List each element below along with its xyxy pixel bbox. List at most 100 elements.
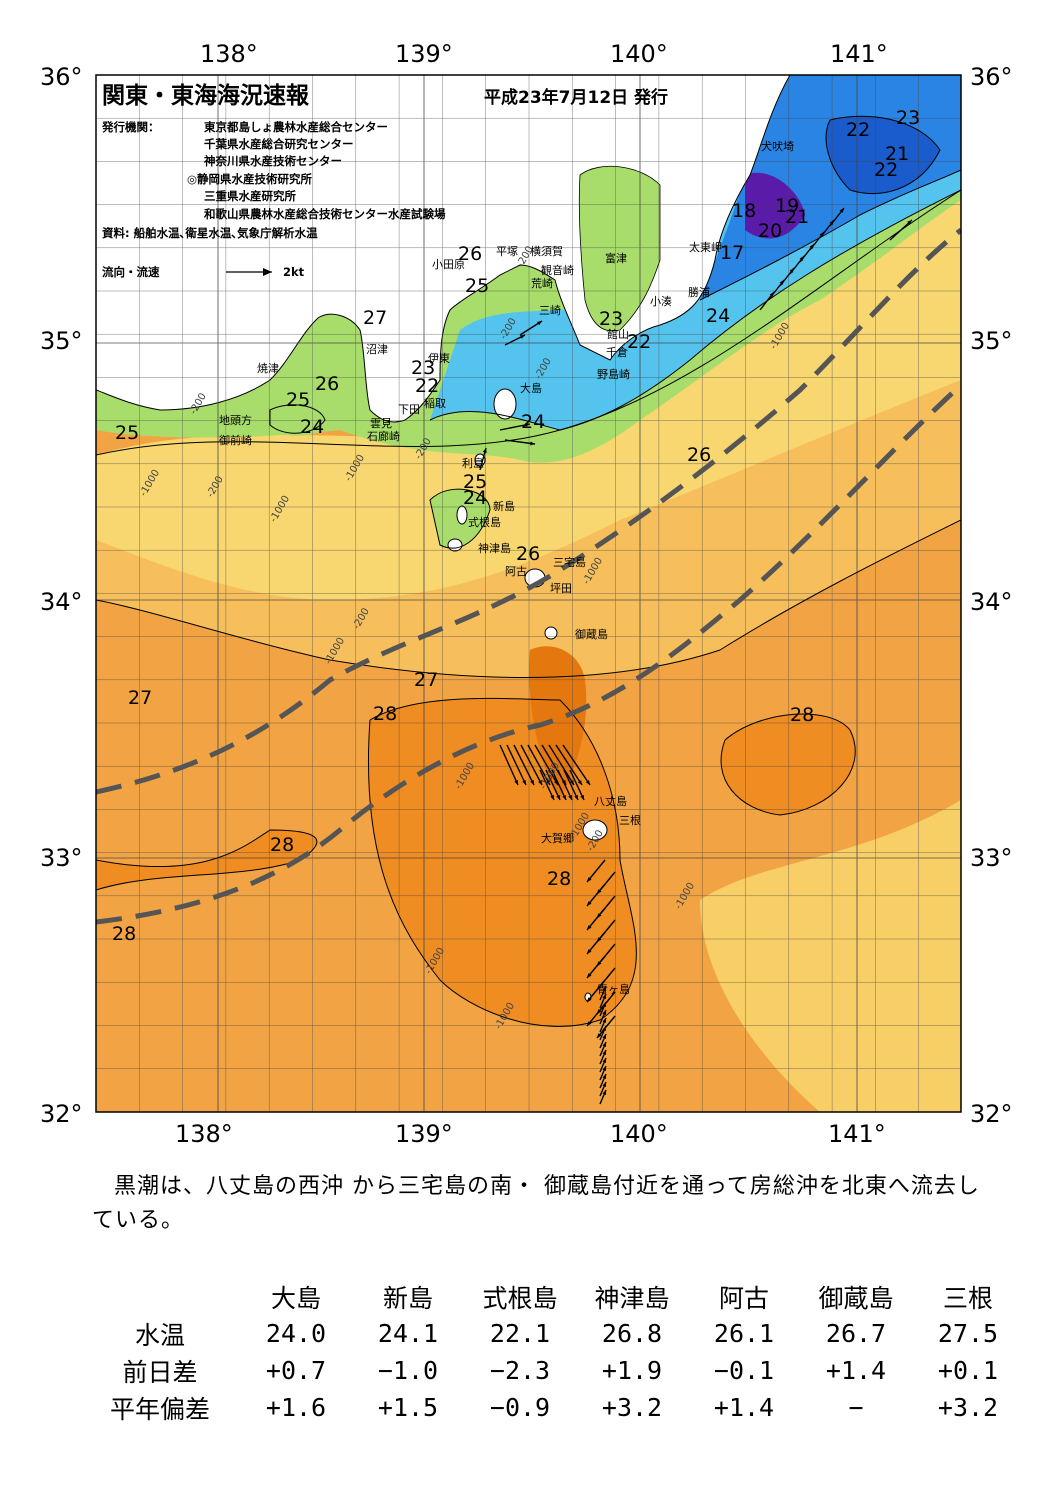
place-name: 御蔵島 — [575, 627, 608, 641]
cell: +1.4 — [713, 1393, 775, 1422]
current-arrowhead — [587, 925, 592, 930]
current-arrowhead — [602, 1010, 606, 1015]
place-name: 阿古 — [505, 565, 527, 578]
cell: +3.2 — [601, 1393, 663, 1422]
stats-header-row: 大島 新島 式根島 神津島 阿古 御蔵島 三根 — [80, 1278, 1024, 1315]
current-arrow — [504, 439, 536, 445]
contour-label: 27 — [128, 687, 152, 709]
contour-label: 17 — [720, 242, 744, 264]
place-name: 小湊 — [650, 294, 672, 308]
place-name: 坪田 — [550, 582, 572, 595]
contour-label: 26 — [516, 543, 540, 565]
data-sources: 資料: 船舶水温､衛星水温､気象庁解析水温 — [102, 226, 318, 240]
place-name: 稲取 — [424, 397, 446, 410]
current-arrow — [506, 744, 527, 786]
current-arrowhead — [587, 877, 592, 882]
lat-label-34-left: 34° — [40, 588, 83, 616]
station-shikinejima: 式根島 — [482, 1283, 558, 1313]
current-arrowhead — [550, 795, 554, 800]
lat-label-33-left: 33° — [40, 844, 83, 872]
lat-label-33-right: 33° — [970, 844, 1013, 872]
place-name: 三宅島 — [553, 555, 586, 569]
current-arrowhead — [597, 1033, 602, 1038]
current-arrow — [534, 744, 559, 786]
cell: +0.1 — [937, 1356, 999, 1385]
place-name: 小田原 — [432, 258, 465, 271]
current-arrow — [557, 769, 573, 801]
current-scale-arrowhead — [263, 268, 272, 276]
niijima-island — [456, 505, 468, 525]
isotherm-24 — [429, 189, 961, 431]
publisher-4: 三重県水産研究所 — [204, 189, 296, 203]
bulletin-title: 関東・東海海況速報 — [102, 82, 310, 109]
isotherm-24-izu — [429, 488, 491, 549]
contour-label: 19 — [775, 195, 799, 217]
kozushima-island — [447, 538, 463, 552]
contour-label: 28 — [547, 868, 571, 890]
current-arrow — [586, 883, 606, 907]
lon-label-141-bottom: 141° — [828, 1120, 886, 1148]
contour-label: 26 — [687, 444, 711, 466]
contour-label: 20 — [758, 220, 782, 242]
publisher-0: 東京都島しょ農林水産総合センター — [204, 120, 388, 134]
stats-corner — [80, 1278, 240, 1315]
current-arrow — [586, 907, 606, 931]
current-arrowhead — [602, 1042, 606, 1047]
place-name: 荒崎 — [531, 276, 553, 290]
contour-label: 24 — [706, 305, 730, 327]
publisher-2: 神奈川県水産技術センター — [204, 154, 342, 168]
publisher-label: 発行機関： — [101, 120, 160, 134]
current-arrowhead — [587, 1021, 592, 1026]
place-name: 地頭方 — [219, 413, 252, 427]
contour-label: 22 — [846, 119, 870, 141]
place-name: 三根 — [619, 813, 641, 827]
lon-label-139-top: 139° — [395, 40, 453, 68]
contour-label: 24 — [300, 416, 324, 438]
current-arrow — [569, 769, 585, 801]
honshu-coast — [96, 75, 791, 423]
contour-label: 28 — [270, 834, 294, 856]
current-arrowhead — [602, 1074, 606, 1079]
latitude-labels-right: 36° 35° 34° 33° 32° — [970, 63, 1013, 1128]
contour-label: 25 — [115, 422, 139, 444]
place-name: 焼津 — [257, 362, 279, 375]
issue-date: 平成23年7月12日 発行 — [484, 87, 668, 108]
lon-label-138-bottom: 138° — [175, 1120, 233, 1148]
station-mikurajima: 御蔵島 — [818, 1283, 894, 1313]
stats-row-normal-anomaly: 平年偏差 +1.6 +1.5 −0.9 +3.2 +1.4 − +3.2 — [80, 1389, 1024, 1426]
publisher-3: ◎静岡県水産技術研究所 — [187, 172, 313, 186]
contour-label: 25 — [286, 389, 310, 411]
contour-label: 22 — [627, 331, 651, 353]
current-arrowhead — [520, 335, 525, 339]
contour-label: 27 — [414, 669, 438, 691]
current-arrow — [562, 744, 591, 786]
latitude-labels-left: 36° 35° 34° 33° 32° — [40, 63, 83, 1128]
current-arrow — [586, 955, 606, 979]
current-arrow — [563, 769, 579, 801]
current-vectors — [479, 207, 913, 1105]
lon-label-140-bottom: 140° — [610, 1120, 668, 1148]
cell: 24.1 — [377, 1319, 439, 1348]
current-arrow — [499, 423, 531, 431]
place-name: 沼津 — [366, 342, 388, 356]
current-arrow — [586, 859, 606, 883]
isotherm-lines — [96, 115, 961, 1027]
cell: +1.9 — [601, 1356, 663, 1385]
isotherm-27 — [96, 519, 961, 678]
contour-label: 23 — [896, 107, 920, 129]
contour-label: 28 — [790, 704, 814, 726]
cell: +1.6 — [265, 1393, 327, 1422]
place-name: 式根島 — [468, 515, 501, 529]
place-name: 三崎 — [539, 303, 561, 317]
current-arrowhead — [587, 901, 592, 906]
cell: +1.4 — [825, 1356, 887, 1385]
lat-label-32-left: 32° — [40, 1100, 83, 1128]
contour-label: 25 — [463, 471, 487, 493]
current-arrowhead — [562, 795, 566, 800]
map-header: 関東・東海海況速報 平成23年7月12日 発行 発行機関： 東京都島しょ農林水産… — [101, 82, 668, 279]
current-arrowhead — [556, 795, 560, 800]
current-arrowhead — [537, 321, 542, 326]
lon-label-140-top: 140° — [610, 40, 668, 68]
place-name: 横須賀 — [530, 244, 563, 258]
